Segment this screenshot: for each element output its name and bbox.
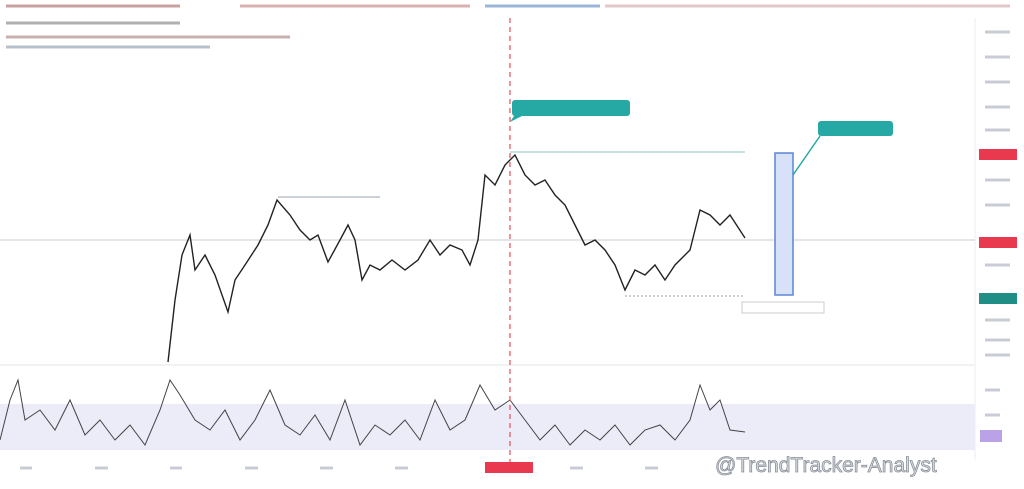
callout-pointer: [792, 135, 821, 176]
watermark: @TrendTracker-Analyst: [715, 454, 937, 477]
price-tag: [979, 149, 1017, 160]
rsi-band: [0, 404, 975, 450]
header-placeholders: [6, 4, 1010, 49]
callout-tail: [510, 116, 522, 122]
rsi-line: [0, 378, 746, 447]
callout: [818, 121, 893, 136]
rsi-tag: [980, 430, 1002, 442]
callout: [512, 100, 630, 116]
price-axis-placeholders: [985, 30, 1010, 417]
measure-box: [774, 152, 794, 296]
price-tag: [979, 237, 1017, 248]
measure-label: [741, 301, 825, 314]
price-tag: [979, 293, 1017, 304]
price-line: [167, 153, 746, 363]
time-tag: [485, 462, 533, 473]
